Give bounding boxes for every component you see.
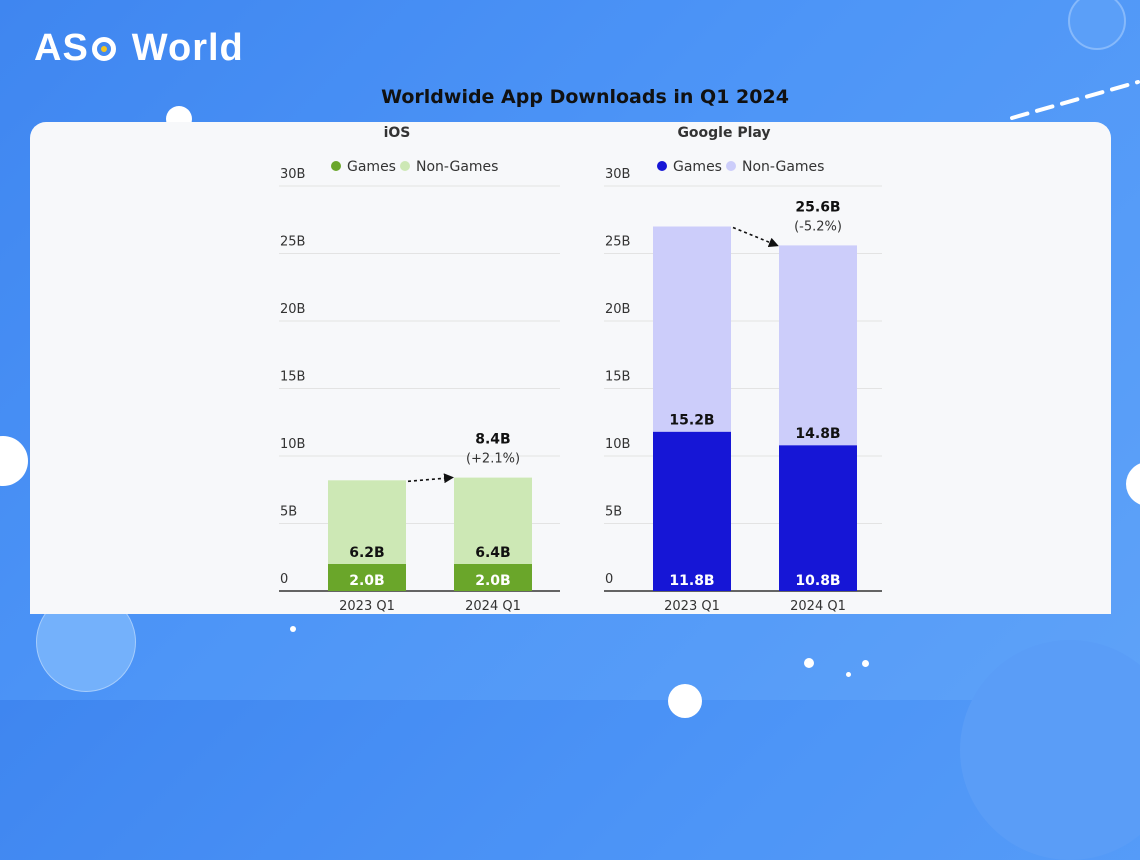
ios-y-tick-label: 5B	[280, 505, 297, 520]
google-play-y-tick-label: 0	[605, 572, 613, 587]
google-play-legend-label-non-games: Non-Games	[742, 159, 824, 175]
ios-y-tick-label: 0	[280, 572, 288, 587]
google-play-bar-non-games	[779, 245, 857, 446]
page-title: Worldwide App Downloads in Q1 2024	[381, 86, 789, 108]
google-play-change-label: (-5.2%)	[794, 219, 842, 234]
ios-y-tick-label: 30B	[280, 167, 305, 182]
ios-legend-label-non-games: Non-Games	[416, 159, 498, 175]
chart-card: iOS Games Non-Games 0 5B 10B 15B 20B 25B 30B 2.0B 6…	[30, 122, 1111, 614]
google-play-x-tick-label: 2023 Q1	[664, 599, 720, 614]
decor-circle	[290, 626, 296, 632]
google-play-x-tick-label: 2024 Q1	[790, 599, 846, 614]
logo-text-part2: World	[131, 27, 244, 69]
google-play-total-label: 25.6B	[795, 199, 840, 215]
ios-change-arrow	[407, 473, 454, 484]
google-play-data-label-non-games: 14.8B	[795, 426, 840, 442]
google-play-data-label-non-games: 15.2B	[669, 413, 714, 429]
ios-y-tick-label: 15B	[280, 370, 305, 385]
ios-bar-non-games	[328, 480, 406, 564]
google-play-legend-marker-non-games	[726, 161, 736, 171]
ios-legend-marker-non-games	[400, 161, 410, 171]
google-play-y-tick-label: 25B	[605, 235, 630, 250]
ios-data-label-games: 2.0B	[475, 573, 510, 589]
ios-legend-marker-games	[331, 161, 341, 171]
google-play-y-tick-label: 20B	[605, 302, 630, 317]
google-play-legend-marker-games	[657, 161, 667, 171]
ios-legend-label-games: Games	[347, 159, 396, 175]
google-play-y-tick-label: 30B	[605, 167, 630, 182]
decor-circle	[1068, 0, 1126, 50]
ios-y-tick-label: 20B	[280, 302, 305, 317]
decor-circle	[0, 436, 28, 486]
google-play-y-tick-label: 15B	[605, 370, 630, 385]
decor-circle	[804, 658, 814, 668]
charts-svg: iOS Games Non-Games 0 5B 10B 15B 20B 25B 30B 2.0B 6…	[279, 125, 882, 614]
ios-data-label-games: 2.0B	[349, 573, 384, 589]
ios-bar-games	[454, 564, 532, 591]
decor-circle	[846, 672, 851, 677]
ios-bar-games	[328, 564, 406, 591]
ios-y-tick-label: 25B	[280, 235, 305, 250]
ios-data-label-non-games: 6.4B	[475, 545, 510, 561]
ios-change-label: (+2.1%)	[466, 452, 520, 467]
decor-circle	[668, 684, 702, 718]
google-play-chart-title: Google Play	[677, 125, 770, 141]
logo-text-part1: AS	[34, 27, 89, 69]
decor-circle	[960, 640, 1140, 860]
google-play-bar-games	[779, 445, 857, 591]
logo-o-icon	[91, 37, 116, 61]
decor-dashed-line	[1010, 80, 1140, 120]
ios-bar-non-games	[454, 477, 532, 564]
google-play-y-tick-label: 5B	[605, 505, 622, 520]
ios-x-tick-label: 2024 Q1	[465, 599, 521, 614]
ios-x-tick-label: 2023 Q1	[339, 599, 395, 614]
google-play-y-tick-label: 10B	[605, 437, 630, 452]
decor-circle	[1126, 462, 1140, 506]
google-play-change-arrow	[732, 226, 779, 248]
google-play-bar-non-games	[653, 226, 731, 432]
decor-circle	[862, 660, 869, 667]
aso-world-logo: AS World	[34, 26, 244, 70]
ios-data-label-non-games: 6.2B	[349, 545, 384, 561]
google-play-data-label-games: 11.8B	[669, 573, 714, 589]
ios-chart-title: iOS	[384, 125, 411, 141]
ios-y-tick-label: 10B	[280, 437, 305, 452]
google-play-data-label-games: 10.8B	[795, 573, 840, 589]
ios-total-label: 8.4B	[475, 432, 510, 448]
google-play-bar-games	[653, 431, 731, 591]
google-play-legend-label-games: Games	[673, 159, 722, 175]
